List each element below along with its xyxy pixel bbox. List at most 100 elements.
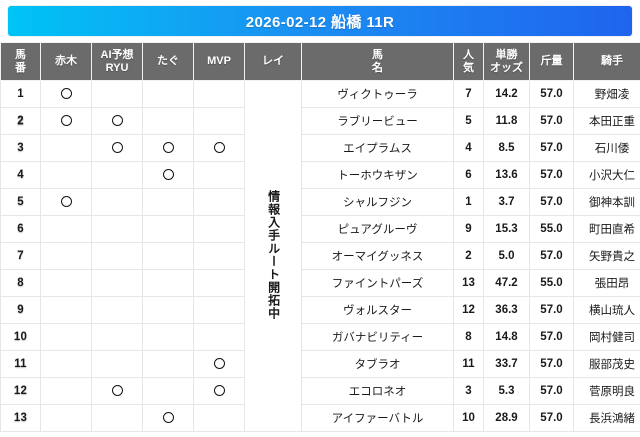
horse-name-cell: オーマイグッネス [301, 242, 454, 270]
prediction-cell-akagi[interactable] [40, 377, 92, 405]
table-row[interactable]: 4 トーホウキザン 6 13.6 57.0 小沢大仁 [0, 161, 640, 189]
jockey-cell: 長浜鴻緒 [573, 404, 640, 432]
prediction-cell-tagu[interactable] [142, 350, 194, 378]
popularity-cell: 4 [453, 134, 484, 162]
prediction-cell-ai-ryu[interactable] [91, 134, 143, 162]
weight-cell: 57.0 [529, 80, 574, 108]
prediction-cell-akagi[interactable] [40, 323, 92, 351]
prediction-cell-mvp[interactable] [193, 350, 245, 378]
prediction-cell-mvp[interactable] [193, 404, 245, 432]
header-line: 馬 [372, 48, 383, 61]
prediction-cell-akagi[interactable] [40, 80, 92, 108]
column-header-tagu: たぐ [142, 42, 194, 81]
prediction-cell-mvp[interactable] [193, 161, 245, 189]
popularity-cell: 9 [453, 215, 484, 243]
table-row[interactable]: 6 ピュアグルーヴ 9 15.3 55.0 町田直希 [0, 215, 640, 243]
jockey-cell: 服部茂史 [573, 350, 640, 378]
table-row[interactable]: 8 ファイントパーズ 13 47.2 55.0 張田昂 [0, 269, 640, 297]
column-header-akagi: 赤木 [40, 42, 92, 81]
prediction-cell-tagu[interactable] [142, 134, 194, 162]
prediction-cell-ai-ryu[interactable] [91, 215, 143, 243]
prediction-cell-akagi[interactable] [40, 161, 92, 189]
prediction-cell-ai-ryu[interactable] [91, 404, 143, 432]
prediction-cell-ai-ryu[interactable] [91, 350, 143, 378]
prediction-cell-tagu[interactable] [142, 80, 194, 108]
prediction-cell-mvp[interactable] [193, 80, 245, 108]
jockey-cell: 御神本訓 [573, 188, 640, 216]
prediction-cell-ai-ryu[interactable] [91, 161, 143, 189]
jockey-cell: 本田正重 [573, 107, 640, 135]
table-row[interactable]: 1 情報入手ルート開拓中 ヴィクトゥーラ 7 14.2 57.0 野畑凌 [0, 80, 640, 432]
prediction-cell-akagi[interactable] [40, 404, 92, 432]
prediction-cell-tagu[interactable] [142, 296, 194, 324]
popularity-cell: 11 [453, 350, 484, 378]
horse-number-cell: 3 [0, 134, 41, 162]
prediction-cell-tagu[interactable] [142, 323, 194, 351]
horse-number-cell: 11 [0, 350, 41, 378]
prediction-cell-tagu[interactable] [142, 161, 194, 189]
circle-mark-icon [213, 385, 225, 397]
prediction-cell-ai-ryu[interactable] [91, 107, 143, 135]
prediction-cell-tagu[interactable] [142, 377, 194, 405]
prediction-cell-ai-ryu[interactable] [91, 377, 143, 405]
header-line: 番 [15, 61, 26, 74]
prediction-cell-akagi[interactable] [40, 134, 92, 162]
jockey-cell: 野畑凌 [573, 80, 640, 108]
prediction-cell-tagu[interactable] [142, 242, 194, 270]
table-row[interactable]: 10 ガバナビリティー 8 14.8 57.0 岡村健司 [0, 323, 640, 351]
popularity-cell: 7 [453, 80, 484, 108]
prediction-cell-mvp[interactable] [193, 296, 245, 324]
prediction-cell-tagu[interactable] [142, 107, 194, 135]
table-row[interactable]: 11 タブラオ 11 33.7 57.0 服部茂史 [0, 350, 640, 378]
prediction-cell-mvp[interactable] [193, 242, 245, 270]
prediction-cell-ai-ryu[interactable] [91, 269, 143, 297]
prediction-cell-mvp[interactable] [193, 188, 245, 216]
table-row[interactable]: 12 エコロネオ 3 5.3 57.0 菅原明良 [0, 377, 640, 405]
prediction-cell-tagu[interactable] [142, 269, 194, 297]
table-row[interactable]: 2 ラブリービュー 5 11.8 57.0 本田正重 [0, 107, 640, 135]
column-header-rei: レイ [244, 42, 302, 81]
table-body: 1 情報入手ルート開拓中 ヴィクトゥーラ 7 14.2 57.0 野畑凌 2 ラブリービュー 5 1… [0, 80, 640, 432]
table-row[interactable]: 9 ヴォルスター 12 36.3 57.0 横山琉人 [0, 296, 640, 324]
prediction-cell-ai-ryu[interactable] [91, 296, 143, 324]
prediction-cell-tagu[interactable] [142, 215, 194, 243]
prediction-cell-akagi[interactable] [40, 215, 92, 243]
table-row[interactable]: 5 シャルフジン 1 3.7 57.0 御神本訓 [0, 188, 640, 216]
prediction-cell-akagi[interactable] [40, 188, 92, 216]
table-row[interactable]: 7 オーマイグッネス 2 5.0 57.0 矢野貴之 [0, 242, 640, 270]
prediction-cell-tagu[interactable] [142, 404, 194, 432]
jockey-cell: 矢野貴之 [573, 242, 640, 270]
jockey-cell: 町田直希 [573, 215, 640, 243]
win-odds-cell: 36.3 [483, 296, 530, 324]
prediction-cell-akagi[interactable] [40, 350, 92, 378]
prediction-cell-akagi[interactable] [40, 242, 92, 270]
header-line: RYU [105, 61, 129, 74]
table-row[interactable]: 3 エイプラムス 4 8.5 57.0 石川倭 [0, 134, 640, 162]
prediction-cell-ai-ryu[interactable] [91, 242, 143, 270]
horse-name-cell: エイプラムス [301, 134, 454, 162]
prediction-cell-mvp[interactable] [193, 323, 245, 351]
circle-mark-icon [60, 115, 72, 127]
prediction-cell-mvp[interactable] [193, 377, 245, 405]
table-header: 馬 番 赤木 AI予想 RYU たぐ MVP レイ [0, 42, 640, 81]
prediction-cell-mvp[interactable] [193, 215, 245, 243]
popularity-cell: 3 [453, 377, 484, 405]
popularity-cell: 10 [453, 404, 484, 432]
win-odds-cell: 13.6 [483, 161, 530, 189]
column-header-jockey: 騎手 [573, 42, 640, 81]
weight-cell: 57.0 [529, 242, 574, 270]
prediction-cell-ai-ryu[interactable] [91, 80, 143, 108]
jockey-cell: 菅原明良 [573, 377, 640, 405]
prediction-cell-tagu[interactable] [142, 188, 194, 216]
prediction-cell-ai-ryu[interactable] [91, 323, 143, 351]
circle-mark-icon [111, 115, 123, 127]
prediction-cell-ai-ryu[interactable] [91, 188, 143, 216]
prediction-cell-mvp[interactable] [193, 269, 245, 297]
weight-cell: 57.0 [529, 296, 574, 324]
prediction-cell-mvp[interactable] [193, 134, 245, 162]
prediction-cell-akagi[interactable] [40, 296, 92, 324]
table-row[interactable]: 13 アイファーバトル 10 28.9 57.0 長浜鴻緒 [0, 404, 640, 432]
prediction-cell-akagi[interactable] [40, 107, 92, 135]
prediction-cell-mvp[interactable] [193, 107, 245, 135]
prediction-cell-akagi[interactable] [40, 269, 92, 297]
